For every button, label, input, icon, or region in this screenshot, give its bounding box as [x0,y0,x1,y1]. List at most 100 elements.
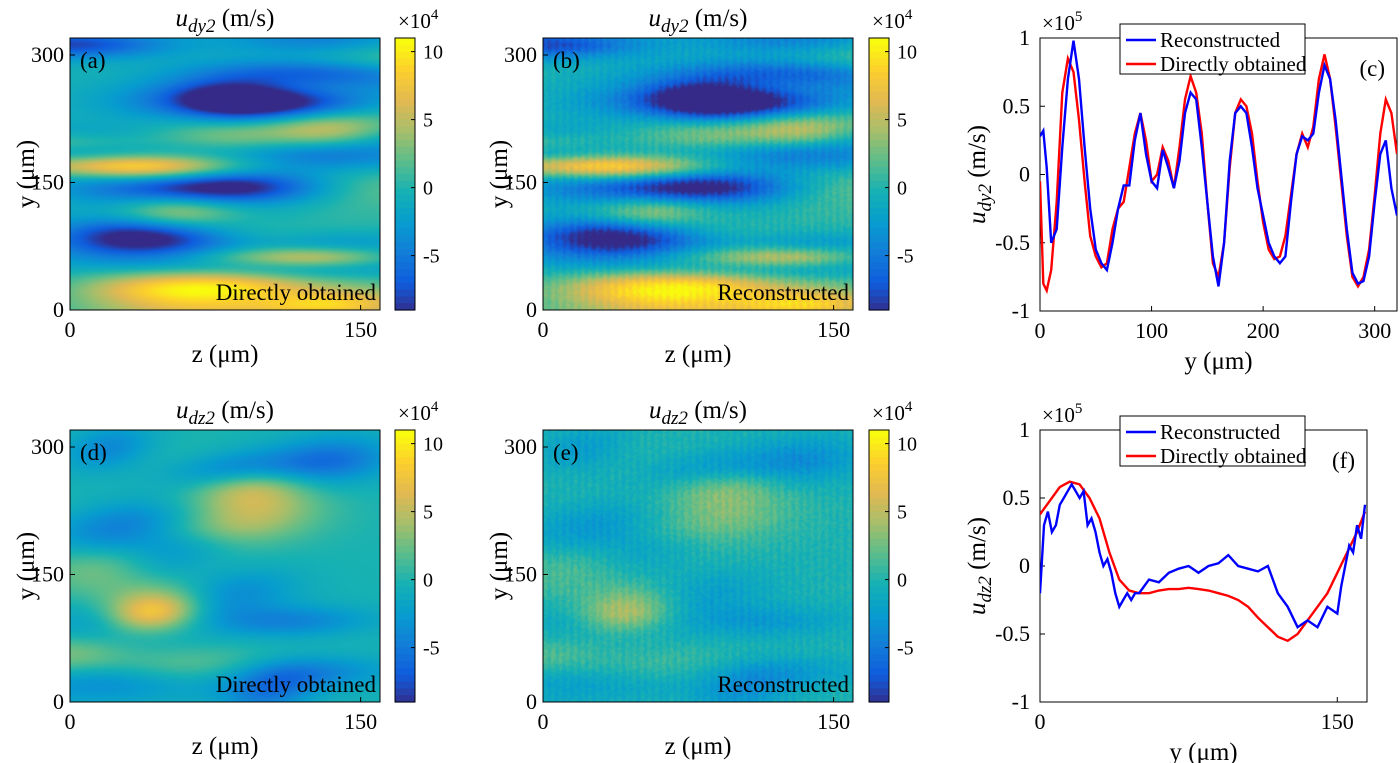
panel-b: 0 150 300 0 150 z (μm) y (μm) udy2 (m/s) (b) Reco… [486,5,917,368]
colorbar-band [869,167,889,175]
colorbar-band [869,579,889,587]
colorbar-band [869,160,889,168]
colorbar-band [869,296,889,304]
heatmap-frame [542,429,854,703]
colorbar-band [869,661,889,669]
colorbar-band [395,296,415,304]
colorbar-band [869,228,889,236]
panel-annotation: Directly obtained [216,280,377,305]
heatmap-field [543,430,853,702]
panel-letter: (f) [1332,448,1355,473]
colorbar-band [395,303,415,311]
y-axis-label: y (μm) [486,532,513,600]
colorbar-tick-label: -5 [423,638,440,660]
colorbar-band [395,647,415,655]
y-axis-label: udz2 (m/s) [964,517,996,615]
heatmap-field [543,38,853,310]
colorbar-band [395,436,415,445]
colorbar-band [869,484,889,492]
x-axis-label: y (μm) [1169,739,1237,763]
colorbar-band [869,78,889,87]
colorbar-band [869,538,889,547]
colorbar-band [869,586,889,594]
y-tick-label: 0.5 [1003,93,1031,118]
colorbar-band [395,566,415,574]
colorbar: 10 5 0 -5 ×104 [394,399,443,703]
colorbar-band [869,525,889,533]
colorbar-band [869,504,889,513]
y-axis-label: y (μm) [13,532,40,600]
colorbar-band [869,593,889,601]
colorbar-band [395,208,415,216]
y-tick-label: 0 [526,297,537,322]
y-tick-label: 300 [31,434,64,459]
colorbar-band [395,276,415,284]
y-tick-label: 0 [53,689,64,714]
x-tick-label: 100 [1135,318,1168,343]
colorbar-band [395,221,415,229]
colorbar-band [395,106,415,114]
y-axis-label: udy2 (m/s) [964,125,996,224]
colorbar-band [869,58,889,66]
colorbar-band [395,484,415,492]
legend-label: Directly obtained [1160,444,1307,468]
colorbar-band [395,518,415,526]
heatmap-frame [69,37,381,311]
colorbar-band [395,511,415,519]
colorbar-band [395,262,415,270]
y-tick-label: 1 [1019,25,1030,50]
y-tick-label: 150 [504,170,537,195]
colorbar-band [395,572,415,581]
colorbar-band [395,194,415,202]
colorbar-band [395,457,415,465]
colorbar-band [395,235,415,243]
colorbar: 10 5 0 -5 ×104 [868,7,917,311]
legend-label: Directly obtained [1160,52,1307,76]
y-tick-label: 0.5 [1003,485,1031,510]
panel-title: udz2 (m/s) [176,397,274,429]
colorbar-band [869,620,889,628]
colorbar-band [395,112,415,121]
x-axis-label: y (μm) [1184,348,1252,375]
colorbar-frame [868,429,890,703]
colorbar-band [395,600,415,608]
colorbar-band [395,586,415,594]
colorbar-band [395,269,415,277]
colorbar-tick-label: 0 [897,570,907,592]
colorbar-band [395,477,415,485]
x-tick-label: 300 [1358,318,1391,343]
colorbar-band [395,228,415,236]
panel-letter: (c) [1359,56,1385,81]
colorbar: 10 5 0 -5 ×104 [394,7,443,311]
colorbar-band [869,470,889,479]
x-tick-label: 150 [817,709,850,734]
colorbar-band [395,167,415,175]
colorbar-band [395,126,415,134]
colorbar-tick-label: -5 [897,246,914,268]
colorbar-tick-label: 5 [423,502,433,524]
colorbar-band [395,78,415,87]
colorbar-band [869,51,889,59]
colorbar-band [869,180,889,189]
heatmap-frame [69,429,381,703]
colorbar-band [395,51,415,59]
colorbar-band [869,498,889,506]
colorbar-band [869,654,889,662]
colorbar-band [869,289,889,297]
colorbar-band [869,681,889,689]
colorbar-band [395,491,415,499]
colorbar-band [395,579,415,587]
colorbar-band [395,133,415,141]
plot-frame [1039,429,1368,703]
x-axis-label: z (μm) [665,341,732,368]
panel-title: udz2 (m/s) [649,397,747,429]
colorbar-band [869,668,889,676]
y-tick-label: -1 [1012,689,1030,714]
colorbar-band [869,262,889,270]
panel-annotation: Reconstructed [717,280,849,305]
colorbar-band [395,153,415,161]
